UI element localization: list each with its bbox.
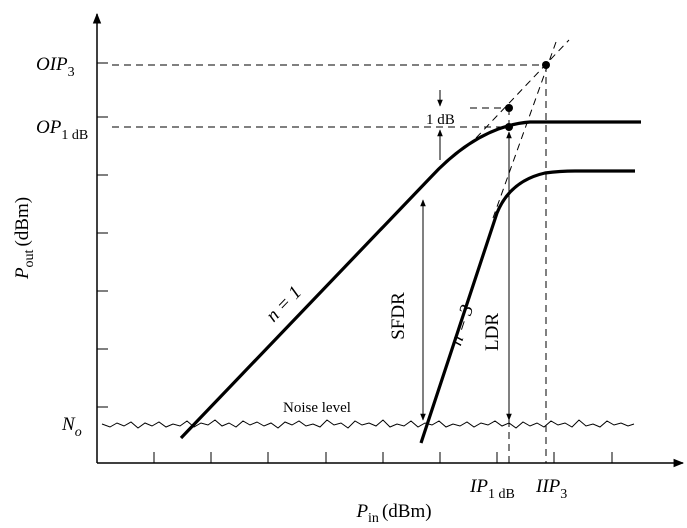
axes xyxy=(92,12,685,468)
fundamental-curve xyxy=(179,120,641,440)
fundamental-extrapolation xyxy=(475,39,570,139)
ip1db-label: IP1 dB xyxy=(469,476,515,502)
oip3-label: OIP3 xyxy=(36,54,75,80)
slope-fundamental-label: n = 1 xyxy=(262,282,306,326)
range-arrows xyxy=(420,131,512,421)
ldr-label: LDR xyxy=(482,313,503,351)
x-axis-label: Pin (dBm) xyxy=(355,501,431,526)
slope-third-order-label: n = 3 xyxy=(445,302,478,348)
noise-floor-label: No xyxy=(61,414,82,440)
noise-level-label: Noise level xyxy=(283,400,351,416)
sfdr-label: SFDR xyxy=(388,292,409,340)
y-axis-label: Pout(dBm) xyxy=(12,197,37,280)
extrapolated-1db-point xyxy=(505,104,513,112)
third-order-intercept-point xyxy=(542,61,550,69)
y-ticks xyxy=(97,62,108,408)
noise-floor-line xyxy=(101,419,635,429)
guide-lines xyxy=(112,39,570,463)
op1db-label: OP1 dB xyxy=(36,117,88,143)
iip3-label: IIP3 xyxy=(535,476,567,502)
compression-point xyxy=(505,123,513,131)
one-db-label: 1 dB xyxy=(426,112,455,128)
x-ticks xyxy=(153,452,613,463)
third-order-curve xyxy=(419,169,635,444)
intercept-points xyxy=(505,61,550,131)
